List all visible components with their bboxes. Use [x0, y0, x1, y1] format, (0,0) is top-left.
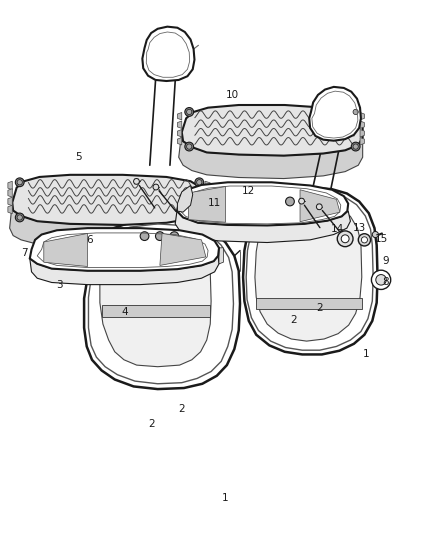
Polygon shape	[243, 188, 378, 354]
Polygon shape	[10, 203, 208, 246]
Text: 2: 2	[316, 303, 323, 313]
Polygon shape	[188, 187, 226, 222]
Polygon shape	[360, 138, 364, 145]
Circle shape	[300, 197, 309, 206]
Text: 13: 13	[353, 223, 366, 233]
Polygon shape	[360, 121, 364, 128]
Text: 2: 2	[148, 419, 155, 429]
Polygon shape	[360, 112, 364, 120]
Polygon shape	[219, 248, 223, 264]
Circle shape	[197, 215, 202, 220]
Text: 2: 2	[290, 315, 297, 325]
Polygon shape	[179, 132, 363, 179]
Circle shape	[197, 180, 202, 185]
Circle shape	[187, 144, 192, 149]
Circle shape	[376, 274, 386, 285]
Polygon shape	[182, 105, 363, 156]
Polygon shape	[30, 228, 219, 271]
Polygon shape	[205, 181, 210, 190]
Polygon shape	[309, 87, 361, 141]
Circle shape	[15, 213, 24, 222]
Circle shape	[195, 178, 204, 187]
Polygon shape	[102, 305, 210, 317]
Circle shape	[314, 197, 323, 206]
Circle shape	[17, 215, 22, 220]
Text: 15: 15	[374, 234, 388, 244]
Circle shape	[361, 237, 367, 243]
Polygon shape	[177, 138, 182, 145]
Text: 2: 2	[178, 405, 185, 414]
Circle shape	[372, 231, 378, 238]
Circle shape	[286, 197, 294, 206]
Polygon shape	[177, 121, 182, 128]
Circle shape	[353, 144, 358, 149]
Polygon shape	[255, 200, 362, 341]
Polygon shape	[8, 205, 12, 214]
Polygon shape	[8, 197, 12, 206]
Polygon shape	[205, 197, 210, 206]
Circle shape	[185, 108, 194, 116]
Text: 1: 1	[362, 350, 369, 359]
Circle shape	[185, 142, 194, 151]
Text: 14: 14	[331, 224, 344, 234]
Circle shape	[15, 178, 24, 187]
Circle shape	[316, 204, 322, 209]
Circle shape	[17, 180, 22, 185]
Text: 9: 9	[382, 256, 389, 266]
Circle shape	[195, 213, 204, 222]
Polygon shape	[8, 189, 12, 197]
Circle shape	[358, 233, 371, 246]
Text: 11: 11	[208, 198, 221, 207]
Circle shape	[351, 142, 360, 151]
Text: 12: 12	[242, 186, 255, 196]
Polygon shape	[177, 182, 348, 225]
Circle shape	[353, 109, 358, 115]
Circle shape	[187, 109, 192, 115]
Text: 4: 4	[121, 307, 128, 317]
Polygon shape	[360, 130, 364, 137]
Text: 8: 8	[382, 278, 389, 287]
Circle shape	[140, 232, 149, 240]
Polygon shape	[300, 190, 340, 222]
Polygon shape	[12, 175, 208, 225]
Polygon shape	[175, 211, 350, 243]
Text: 5: 5	[75, 152, 82, 162]
Text: 7: 7	[21, 248, 28, 258]
Polygon shape	[256, 298, 362, 309]
Circle shape	[153, 184, 159, 190]
Polygon shape	[8, 181, 12, 190]
Circle shape	[299, 198, 304, 204]
Polygon shape	[177, 130, 182, 137]
Polygon shape	[142, 27, 194, 81]
Circle shape	[170, 232, 179, 240]
Polygon shape	[205, 189, 210, 197]
Circle shape	[337, 231, 353, 247]
Polygon shape	[205, 205, 210, 214]
Polygon shape	[84, 220, 240, 389]
Circle shape	[155, 232, 164, 240]
Text: 3: 3	[56, 280, 63, 290]
Polygon shape	[160, 233, 206, 265]
Polygon shape	[44, 233, 88, 266]
Circle shape	[351, 108, 360, 116]
Text: 10: 10	[226, 90, 239, 100]
Text: 1: 1	[222, 494, 229, 503]
Polygon shape	[177, 185, 193, 212]
Circle shape	[371, 270, 391, 289]
Polygon shape	[100, 236, 211, 367]
Circle shape	[341, 235, 349, 243]
Text: 6: 6	[86, 235, 93, 245]
Polygon shape	[177, 112, 182, 120]
Circle shape	[134, 179, 139, 184]
Polygon shape	[30, 256, 219, 285]
